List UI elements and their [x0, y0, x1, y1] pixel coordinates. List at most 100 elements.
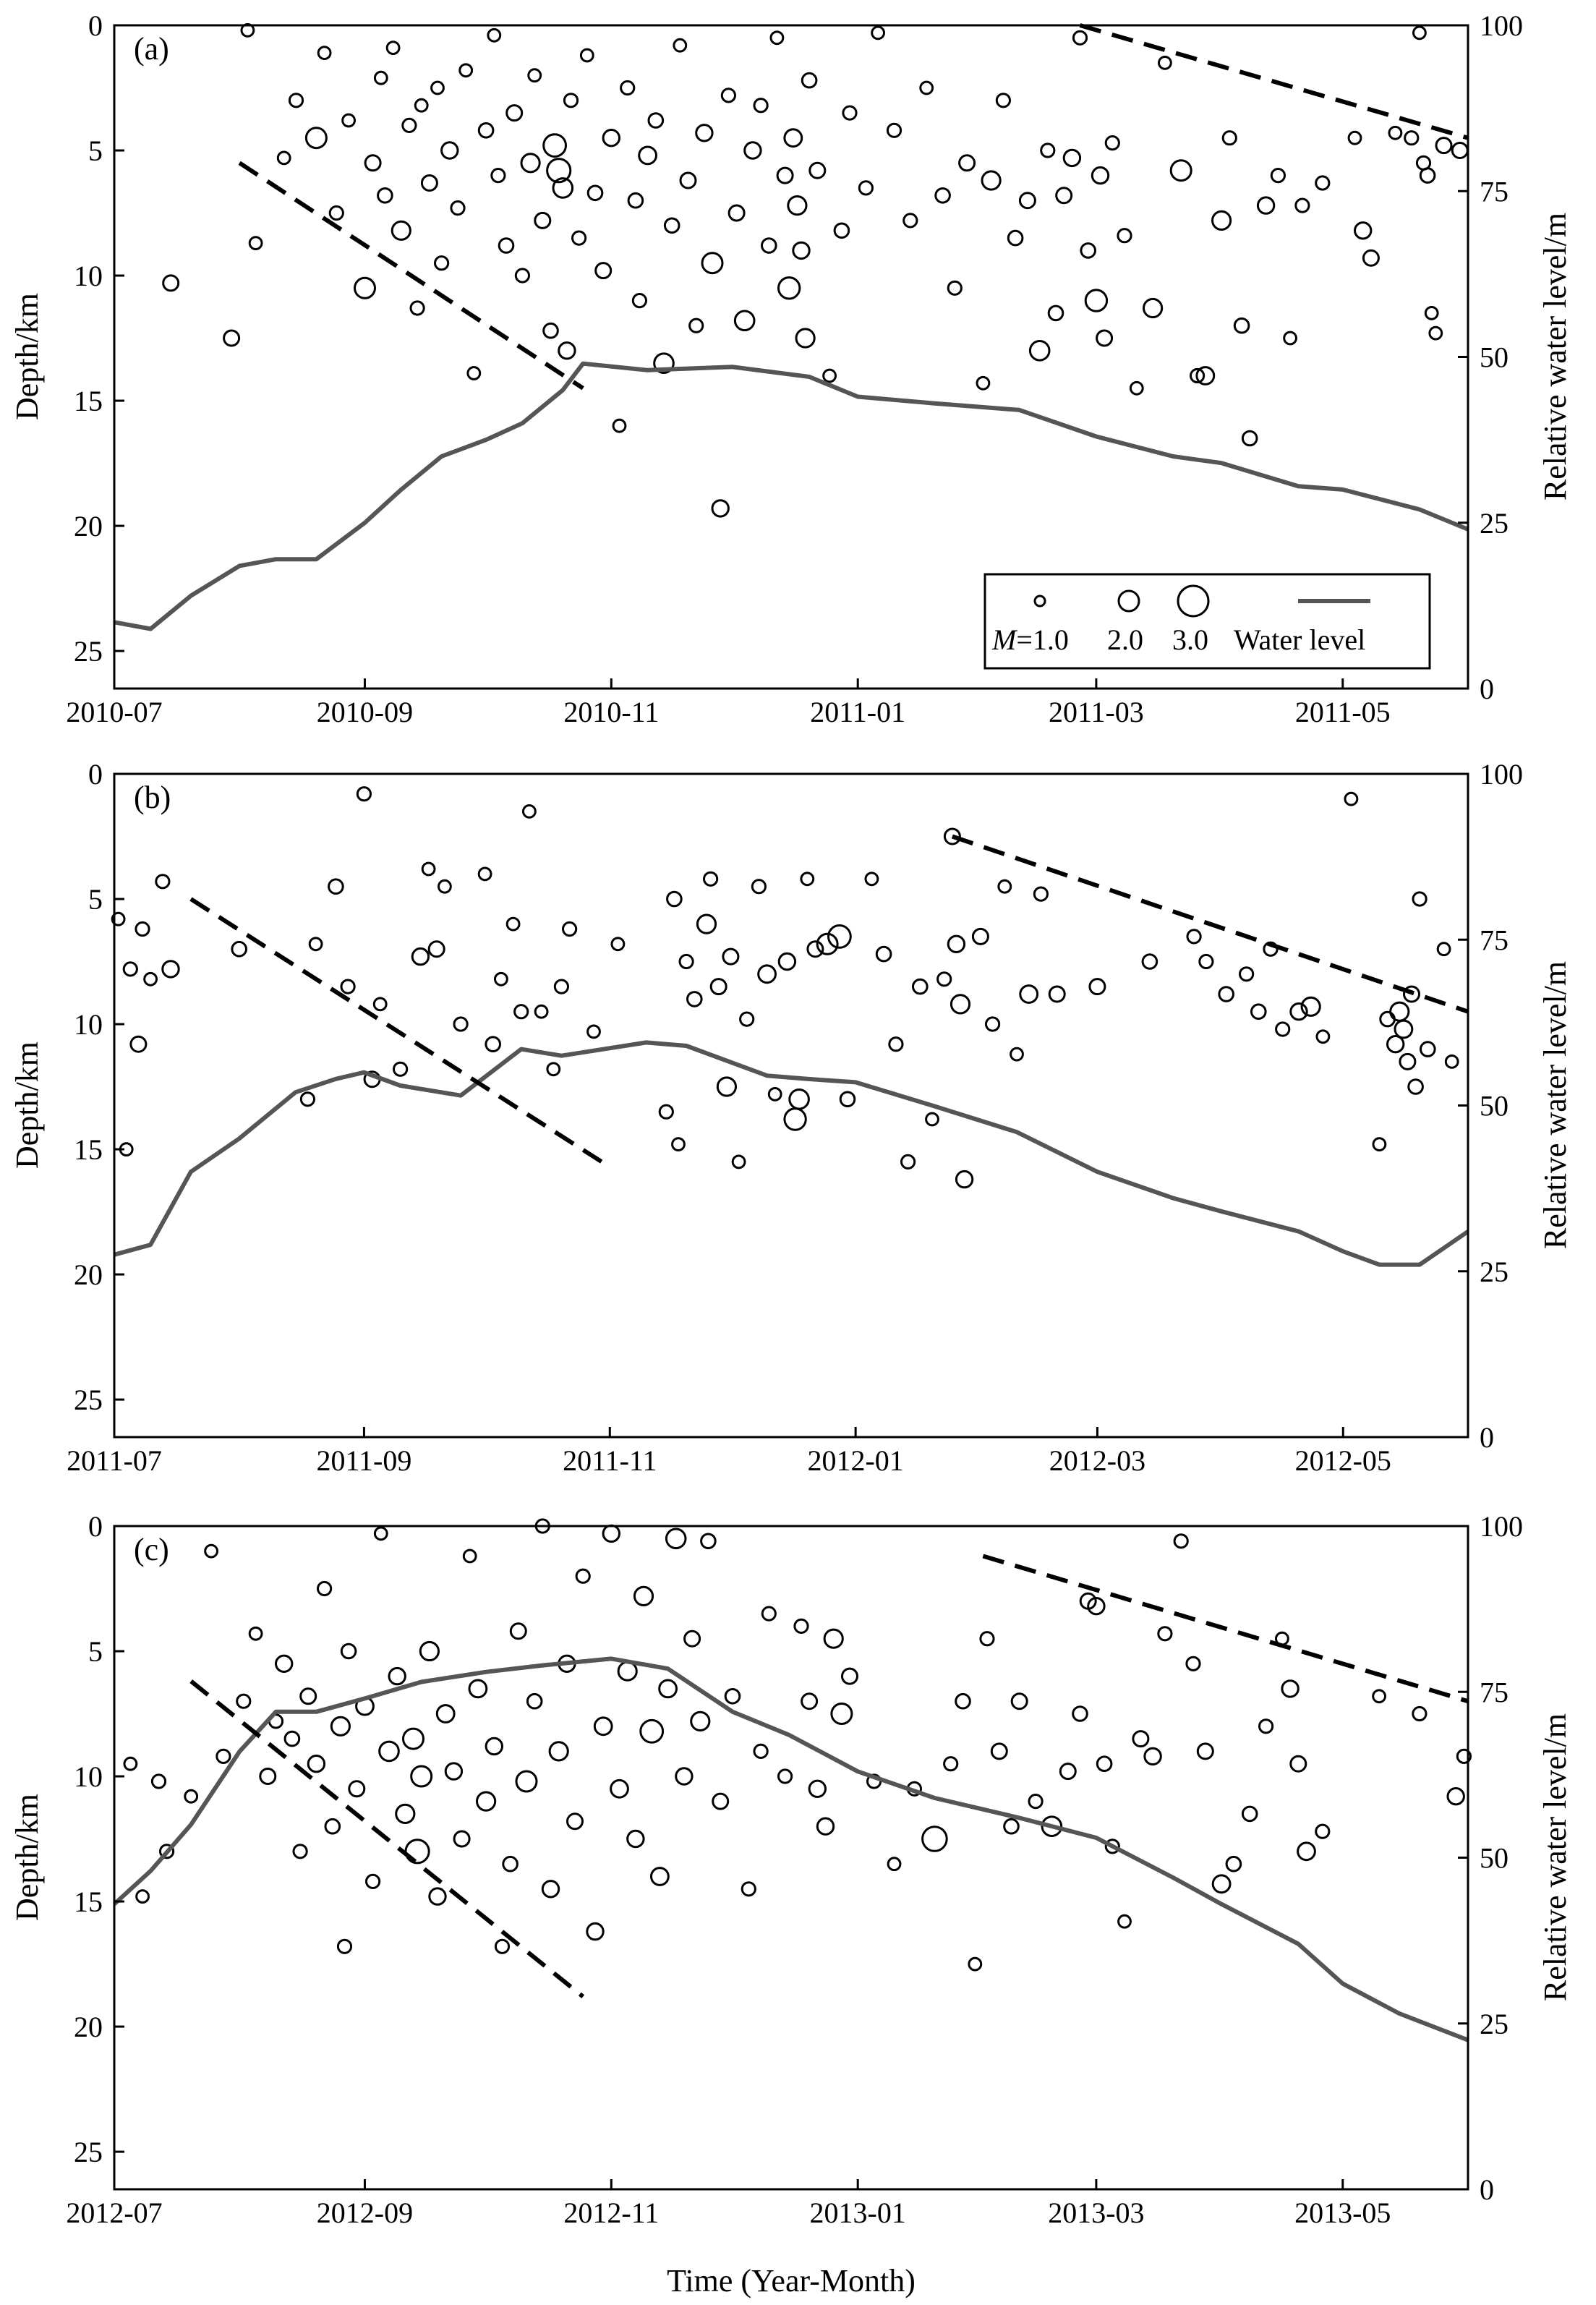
event-marker	[411, 947, 430, 966]
legend-label-m3: 3.0	[1172, 623, 1208, 656]
event-marker	[485, 1737, 503, 1756]
event-marker	[912, 978, 929, 995]
legend: M=1.0 2.0 3.0 Water level	[983, 573, 1431, 670]
event-marker	[1315, 1029, 1331, 1044]
event-marker	[502, 1855, 519, 1872]
event-marker	[1372, 1689, 1386, 1704]
event-marker	[1218, 986, 1234, 1002]
event-marker	[514, 268, 531, 284]
event-marker	[1033, 886, 1049, 902]
event-marker	[159, 1844, 175, 1859]
event-marker	[236, 1693, 252, 1709]
event-marker	[1403, 985, 1420, 1003]
legend-marker-m1	[1033, 595, 1046, 608]
event-marker	[515, 1770, 538, 1793]
event-marker	[571, 230, 587, 246]
event-marker	[487, 27, 502, 43]
event-marker	[943, 827, 961, 845]
y-right-tick-label: 100	[1480, 758, 1523, 791]
event-marker	[638, 145, 657, 166]
y-right-tick-label: 75	[1480, 1676, 1508, 1708]
event-marker	[378, 1740, 400, 1763]
y-right-tick-label: 0	[1480, 673, 1494, 705]
x-tick-label: 2012-09	[317, 2197, 413, 2229]
event-marker	[453, 1830, 471, 1848]
event-marker	[816, 932, 839, 955]
event-marker	[1412, 1705, 1428, 1722]
event-marker	[1386, 1035, 1405, 1054]
event-marker	[610, 937, 626, 952]
event-marker	[724, 1688, 741, 1705]
event-marker	[1388, 125, 1403, 140]
event-marker	[1143, 1747, 1162, 1766]
y-left-tick-label: 5	[88, 1635, 103, 1668]
event-marker	[223, 329, 241, 347]
event-marker	[476, 1791, 497, 1812]
legend-label-m1: =1.0	[1016, 623, 1069, 656]
x-tick-label: 2013-05	[1294, 2197, 1391, 2229]
event-marker	[610, 1778, 629, 1799]
event-marker	[741, 1881, 756, 1897]
event-marker	[1294, 197, 1310, 213]
event-marker	[123, 1756, 138, 1771]
panel-b-ticks: 2011-07 2011-09 2011-11 2012-01 2012-03 2012-…	[67, 758, 1523, 1477]
event-marker	[414, 98, 429, 113]
event-marker	[259, 1768, 277, 1785]
event-marker	[1283, 331, 1297, 346]
legend-label-m2: 2.0	[1107, 623, 1143, 656]
event-marker	[709, 978, 727, 996]
event-marker	[1281, 1679, 1300, 1698]
event-marker	[317, 1580, 333, 1597]
event-marker	[161, 960, 180, 979]
event-marker	[816, 1817, 835, 1836]
event-marker	[317, 46, 332, 60]
y-left-tick-label: 20	[74, 2011, 103, 2043]
y-right-tick-label: 25	[1480, 507, 1508, 540]
event-marker	[958, 154, 976, 172]
event-marker	[731, 1154, 746, 1169]
event-marker	[427, 940, 445, 958]
event-marker	[162, 274, 180, 292]
y-left-tick-label: 10	[74, 260, 103, 292]
event-marker	[111, 911, 126, 926]
event-marker	[1091, 166, 1110, 185]
event-marker	[468, 1679, 488, 1699]
x-tick-label: 2013-01	[810, 2197, 906, 2229]
event-marker	[777, 276, 801, 300]
y-left-tick-label: 25	[74, 1384, 103, 1416]
event-marker	[871, 25, 885, 41]
event-marker	[800, 872, 815, 887]
event-marker	[450, 200, 466, 216]
event-marker	[839, 1091, 856, 1108]
event-marker	[1019, 984, 1039, 1004]
event-marker	[1186, 929, 1202, 945]
event-marker	[830, 1703, 853, 1725]
event-marker	[505, 104, 524, 122]
x-tick-label: 2011-03	[1049, 696, 1144, 728]
event-marker	[1196, 1742, 1214, 1760]
event-marker	[336, 1938, 353, 1954]
event-marker	[586, 1922, 605, 1941]
panel-c-markers	[112, 1518, 1472, 2042]
event-marker	[438, 879, 452, 894]
event-marker	[858, 180, 874, 196]
panel-a-markers	[114, 23, 1469, 631]
event-marker	[421, 861, 436, 877]
event-marker	[204, 1543, 219, 1559]
event-marker	[395, 1803, 416, 1824]
event-marker	[1084, 289, 1109, 312]
event-marker	[373, 70, 388, 85]
event-marker	[1104, 135, 1120, 151]
event-marker	[1072, 1705, 1088, 1722]
event-marker	[663, 217, 680, 234]
event-marker	[1233, 317, 1250, 334]
event-marker	[683, 1629, 701, 1648]
event-marker	[328, 205, 344, 221]
event-marker	[626, 1829, 645, 1849]
trend-line	[238, 161, 584, 391]
event-marker	[575, 1568, 591, 1584]
event-marker	[485, 1036, 502, 1052]
event-marker	[921, 1825, 948, 1852]
event-marker	[527, 68, 542, 83]
